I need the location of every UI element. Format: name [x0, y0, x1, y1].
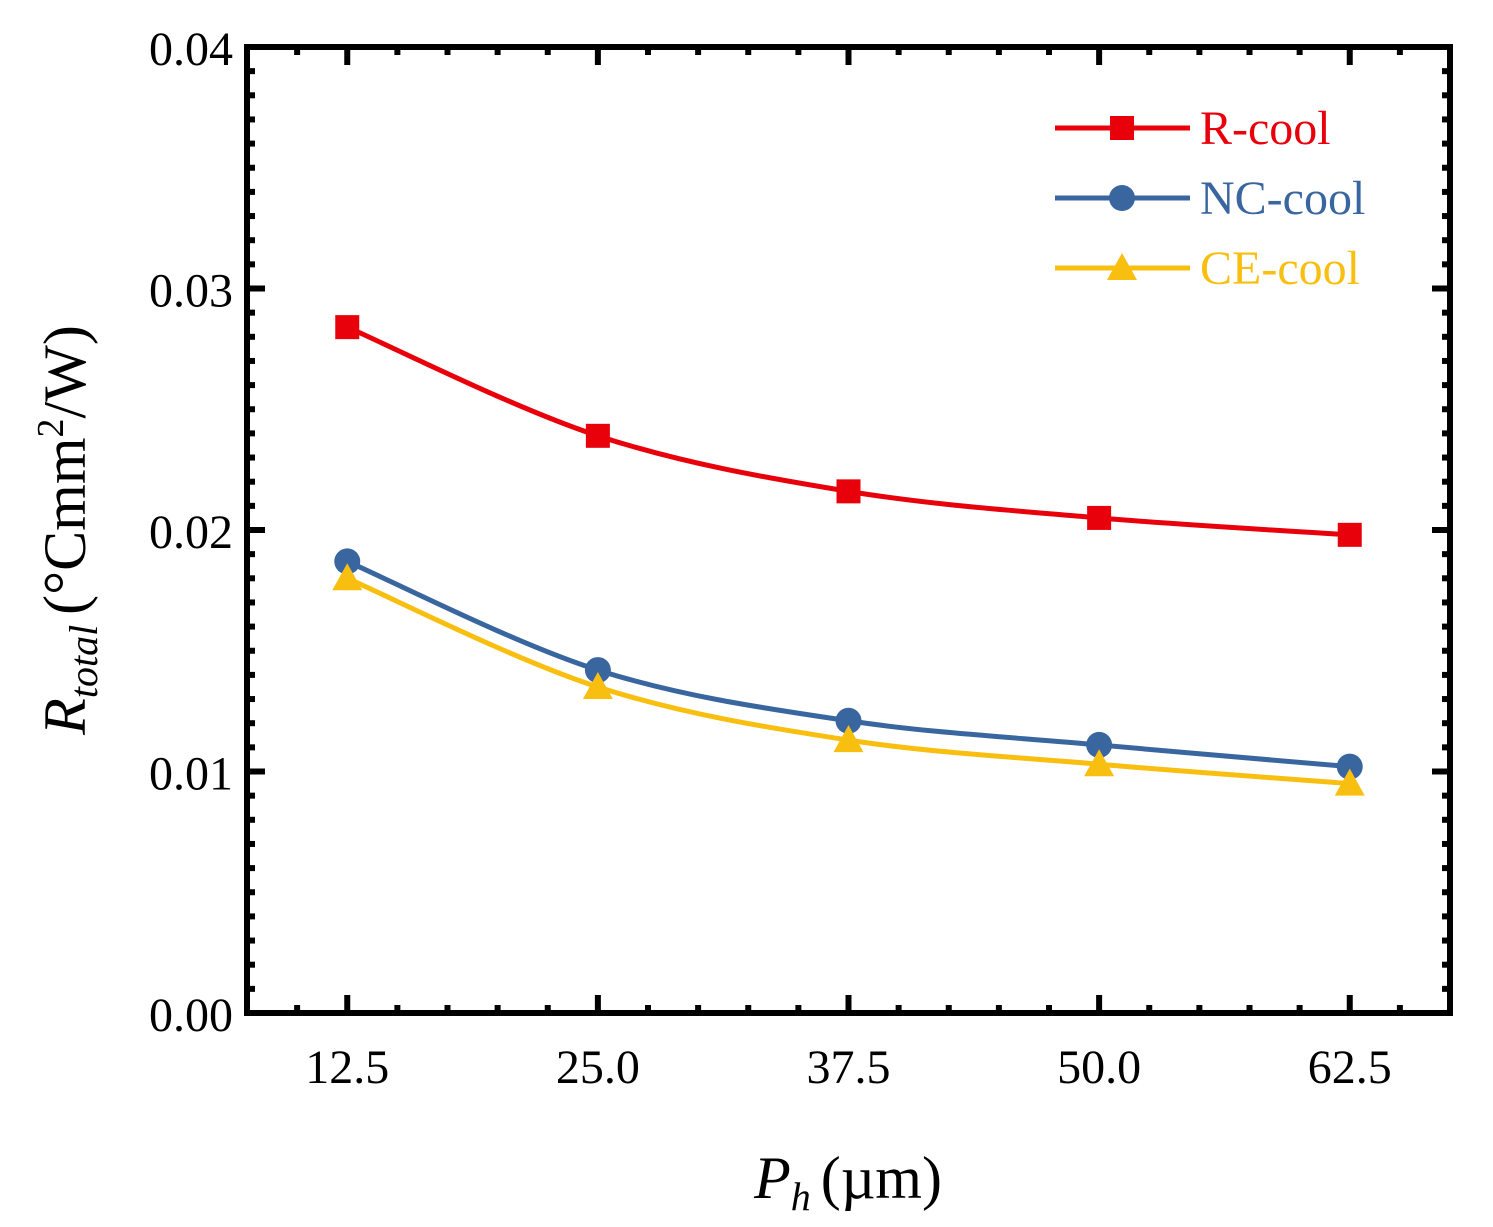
x-tick-label: 50.0: [1057, 1041, 1141, 1094]
axes: [244, 44, 1453, 1016]
x-tick-label: 12.5: [305, 1041, 389, 1094]
data-point-ce-cool: [582, 671, 613, 699]
y-axis-label: Rtotal(°Cmm2/W): [30, 325, 106, 736]
data-point-r-cool: [1337, 522, 1362, 547]
data-point-nc-cool: [1336, 753, 1363, 780]
tick-labels: 0.00 0.01 0.02 0.03 0.04 12.5 25.0 37.5 50.0 62.5: [149, 23, 1392, 1094]
plot-marks: [332, 315, 1365, 796]
data-point-ce-cool: [332, 563, 363, 591]
data-point-r-cool: [585, 423, 610, 448]
data-point-nc-cool: [334, 548, 361, 575]
y-tick-label: 0.01: [149, 748, 233, 801]
data-point-r-cool: [1087, 505, 1112, 530]
x-tick-label: 25.0: [556, 1041, 640, 1094]
legend-marker-triangle-icon: [1107, 253, 1137, 280]
y-tick-label: 0.03: [149, 265, 233, 318]
y-tick-label: 0.04: [149, 23, 233, 76]
series-line-r-cool: [346, 324, 1350, 538]
data-point-ce-cool: [833, 725, 864, 753]
data-point-nc-cool: [835, 707, 862, 734]
data-point-ce-cool: [1084, 749, 1115, 777]
x-axis-label: Ph (µm): [753, 1145, 942, 1219]
legend-label: CE-cool: [1200, 242, 1360, 295]
legend: R-cool NC-cool CE-cool: [1055, 102, 1365, 295]
data-point-r-cool: [335, 315, 360, 340]
y-tick-label: 0.00: [149, 989, 233, 1042]
y-tick-label: 0.02: [149, 506, 233, 559]
legend-marker-square-icon: [1110, 116, 1134, 140]
data-point-ce-cool: [1334, 768, 1365, 796]
legend-label: R-cool: [1200, 102, 1331, 155]
x-tick-label: 37.5: [807, 1041, 891, 1094]
legend-marker-circle-icon: [1109, 185, 1135, 211]
x-tick-label: 62.5: [1308, 1041, 1392, 1094]
data-point-r-cool: [836, 479, 861, 504]
data-point-nc-cool: [584, 657, 611, 684]
legend-label: NC-cool: [1200, 172, 1365, 225]
data-point-nc-cool: [1086, 731, 1113, 758]
